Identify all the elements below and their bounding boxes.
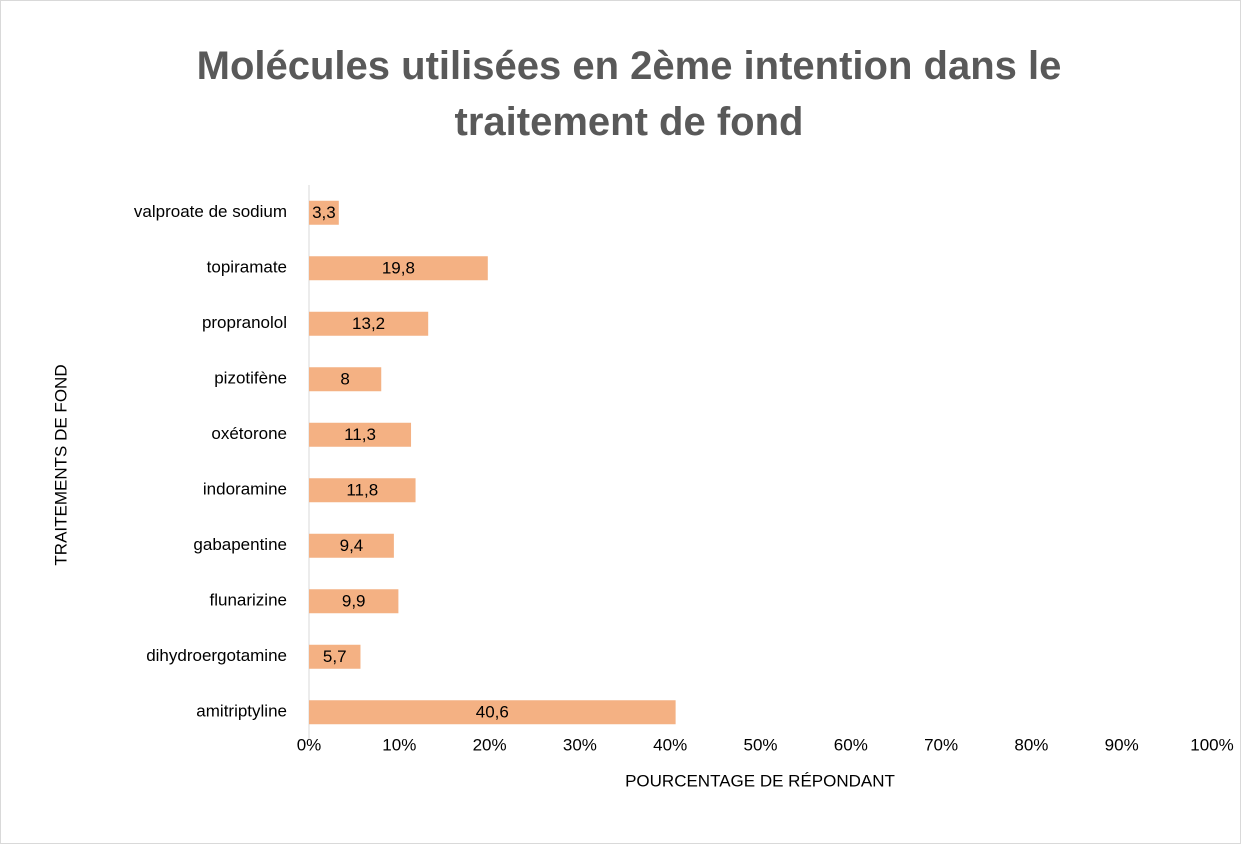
y-axis-title: TRAITEMENTS DE FOND	[51, 364, 70, 565]
x-tick-label: 20%	[473, 735, 507, 754]
y-tick-label: indoramine	[203, 480, 287, 499]
x-tick-label: 70%	[924, 735, 958, 754]
x-tick-label: 40%	[653, 735, 687, 754]
x-tick-label: 90%	[1105, 735, 1139, 754]
data-label: 11,3	[344, 425, 376, 444]
y-tick-label: gabapentine	[193, 535, 287, 554]
bar	[309, 533, 394, 558]
y-tick-label: propranolol	[202, 313, 287, 332]
x-tick-label: 80%	[1014, 735, 1048, 754]
bar	[309, 311, 429, 336]
y-tick-label: pizotifène	[214, 369, 287, 388]
y-tick-label: oxétorone	[211, 424, 287, 443]
data-label: 5,7	[323, 647, 347, 666]
data-label: 13,2	[352, 314, 385, 333]
y-tick-label: dihydroergotamine	[146, 646, 287, 665]
x-tick-label: 60%	[834, 735, 868, 754]
bar	[309, 644, 361, 669]
bar	[309, 700, 676, 725]
y-tick-label: valproate de sodium	[134, 202, 287, 221]
y-tick-label: topiramate	[207, 258, 287, 277]
bar	[309, 589, 399, 614]
data-label: 40,6	[476, 703, 509, 722]
x-tick-label: 10%	[382, 735, 416, 754]
data-label: 11,8	[346, 481, 378, 500]
y-tick-label: amitriptyline	[196, 702, 287, 721]
bar	[309, 367, 382, 392]
data-label: 3,3	[312, 203, 336, 222]
data-label: 9,4	[340, 536, 364, 555]
y-tick-label: flunarizine	[210, 591, 288, 610]
x-tick-label: 50%	[743, 735, 777, 754]
bar	[309, 256, 488, 281]
bar	[309, 478, 416, 503]
x-axis-title: POURCENTAGE DE RÉPONDANT	[625, 771, 895, 790]
data-label: 8	[340, 370, 349, 389]
data-label: 19,8	[382, 259, 415, 278]
bar	[309, 422, 412, 447]
x-tick-label: 100%	[1190, 735, 1233, 754]
bar	[309, 200, 339, 225]
x-tick-label: 0%	[297, 735, 322, 754]
x-tick-label: 30%	[563, 735, 597, 754]
chart-title: Molécules utilisées en 2ème intention da…	[196, 44, 1062, 144]
data-label: 9,9	[342, 592, 366, 611]
